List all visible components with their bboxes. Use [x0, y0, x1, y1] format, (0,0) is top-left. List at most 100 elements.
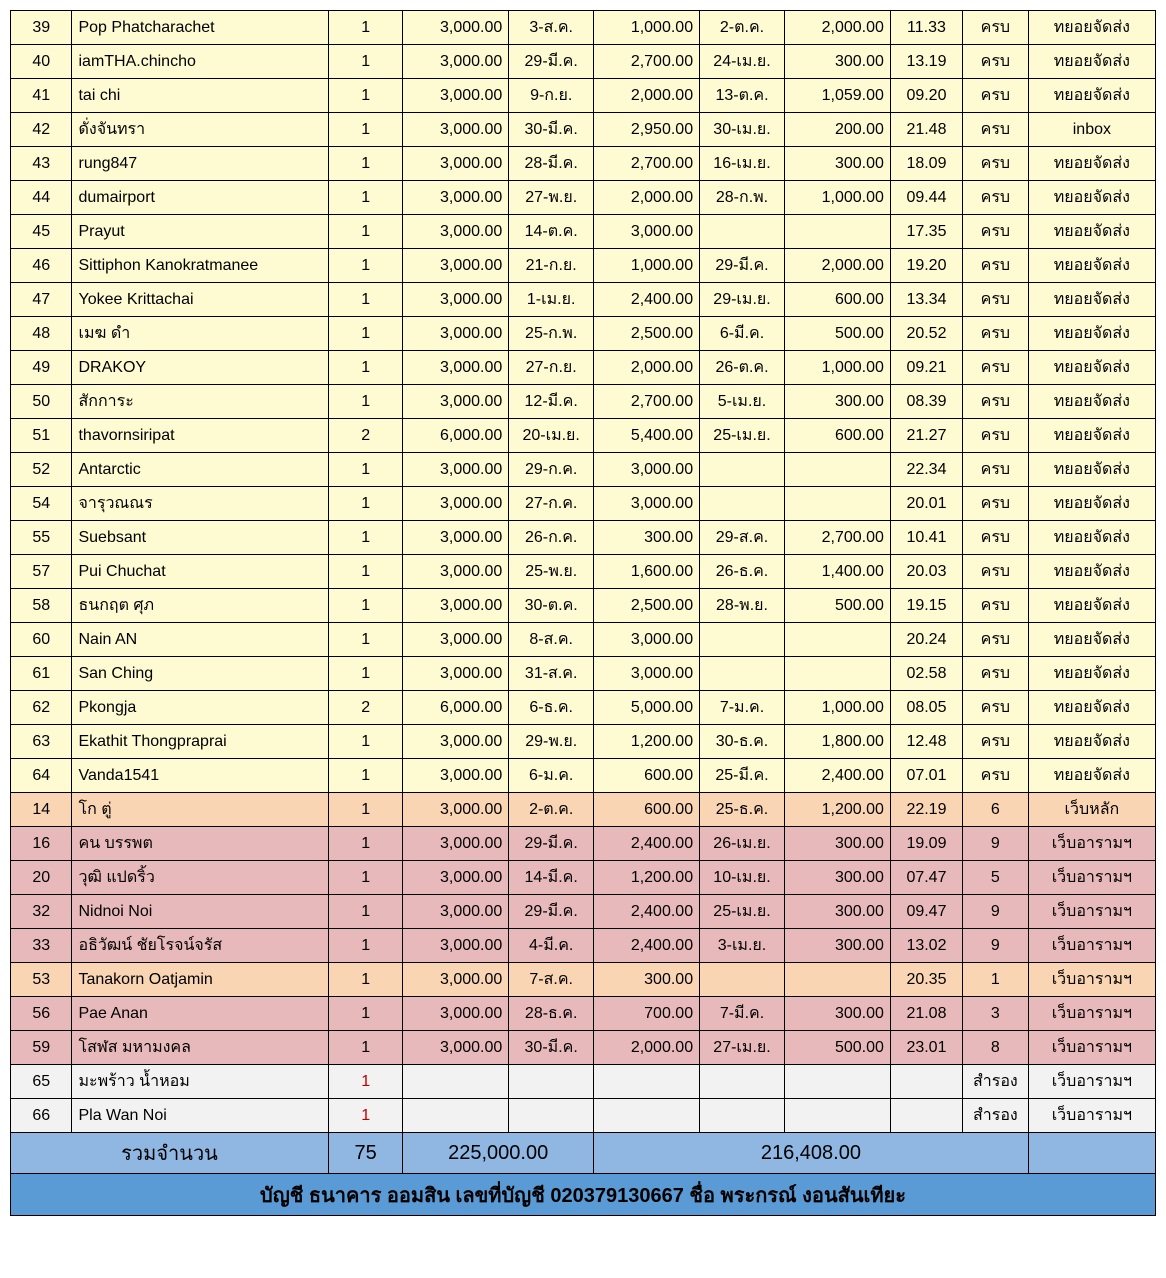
amt2-cell: 2,500.00: [594, 317, 700, 351]
amt3-cell: [784, 623, 890, 657]
name-cell: Pae Anan: [72, 997, 329, 1031]
amt2-cell: [594, 1099, 700, 1133]
date1-cell: 2-ต.ค.: [509, 793, 594, 827]
name-cell: thavornsiripat: [72, 419, 329, 453]
date2-cell: [700, 963, 785, 997]
status-cell: ครบ: [963, 181, 1029, 215]
amt1-cell: 6,000.00: [403, 691, 509, 725]
idx-cell: 63: [11, 725, 72, 759]
note-cell: ทยอยจัดส่ง: [1028, 181, 1155, 215]
date2-cell: 25-มี.ค.: [700, 759, 785, 793]
date2-cell: 24-เม.ย.: [700, 45, 785, 79]
table-row: 55Suebsant13,000.0026-ก.ค.300.0029-ส.ค.2…: [11, 521, 1156, 555]
idx-cell: 61: [11, 657, 72, 691]
status-cell: ครบ: [963, 691, 1029, 725]
name-cell: คน บรรพต: [72, 827, 329, 861]
qty-cell: 1: [329, 963, 403, 997]
date2-cell: 29-เม.ย.: [700, 283, 785, 317]
date2-cell: 29-มี.ค.: [700, 249, 785, 283]
qty-cell: 1: [329, 1065, 403, 1099]
table-row: 40iamTHA.chincho13,000.0029-มี.ค.2,700.0…: [11, 45, 1156, 79]
amt3-cell: [784, 215, 890, 249]
idx-cell: 42: [11, 113, 72, 147]
date2-cell: [700, 487, 785, 521]
amt3-cell: [784, 1099, 890, 1133]
note-cell: ทยอยจัดส่ง: [1028, 725, 1155, 759]
date1-cell: 29-ก.ค.: [509, 453, 594, 487]
note-cell: เว็บอารามฯ: [1028, 861, 1155, 895]
date2-cell: [700, 657, 785, 691]
table-row: 57Pui Chuchat13,000.0025-พ.ย.1,600.0026-…: [11, 555, 1156, 589]
status-cell: 6: [963, 793, 1029, 827]
date1-cell: 28-มี.ค.: [509, 147, 594, 181]
amt2-cell: 2,700.00: [594, 147, 700, 181]
note-cell: เว็บหลัก: [1028, 793, 1155, 827]
qty-cell: 1: [329, 385, 403, 419]
table-row: 33อธิวัฒน์ ชัยโรจน์จรัส13,000.004-มี.ค.2…: [11, 929, 1156, 963]
date1-cell: 25-พ.ย.: [509, 555, 594, 589]
time-cell: 12.48: [890, 725, 962, 759]
date2-cell: 28-ก.พ.: [700, 181, 785, 215]
name-cell: โก ตู่: [72, 793, 329, 827]
table-row: 14โก ตู่13,000.002-ต.ค.600.0025-ธ.ค.1,20…: [11, 793, 1156, 827]
time-cell: 13.02: [890, 929, 962, 963]
amt2-cell: 2,000.00: [594, 79, 700, 113]
name-cell: Ekathit Thongpraprai: [72, 725, 329, 759]
name-cell: iamTHA.chincho: [72, 45, 329, 79]
amt2-cell: 600.00: [594, 793, 700, 827]
date1-cell: 4-มี.ค.: [509, 929, 594, 963]
date1-cell: 27-ก.ย.: [509, 351, 594, 385]
qty-cell: 1: [329, 997, 403, 1031]
table-row: 56Pae Anan13,000.0028-ธ.ค.700.007-มี.ค.3…: [11, 997, 1156, 1031]
qty-cell: 1: [329, 759, 403, 793]
status-cell: ครบ: [963, 725, 1029, 759]
status-cell: ครบ: [963, 249, 1029, 283]
note-cell: ทยอยจัดส่ง: [1028, 45, 1155, 79]
name-cell: Sittiphon Kanokratmanee: [72, 249, 329, 283]
idx-cell: 56: [11, 997, 72, 1031]
note-cell: ทยอยจัดส่ง: [1028, 385, 1155, 419]
name-cell: DRAKOY: [72, 351, 329, 385]
amt2-cell: 2,400.00: [594, 283, 700, 317]
amt1-cell: 3,000.00: [403, 759, 509, 793]
time-cell: 07.47: [890, 861, 962, 895]
name-cell: Pui Chuchat: [72, 555, 329, 589]
amt3-cell: [784, 453, 890, 487]
status-cell: ครบ: [963, 45, 1029, 79]
table-row: 49DRAKOY13,000.0027-ก.ย.2,000.0026-ต.ค.1…: [11, 351, 1156, 385]
note-cell: เว็บอารามฯ: [1028, 1031, 1155, 1065]
amt2-cell: 5,000.00: [594, 691, 700, 725]
date1-cell: [509, 1099, 594, 1133]
idx-cell: 20: [11, 861, 72, 895]
note-cell: เว็บอารามฯ: [1028, 963, 1155, 997]
note-cell: เว็บอารามฯ: [1028, 1065, 1155, 1099]
idx-cell: 66: [11, 1099, 72, 1133]
date2-cell: 6-มี.ค.: [700, 317, 785, 351]
qty-cell: 1: [329, 929, 403, 963]
qty-cell: 1: [329, 487, 403, 521]
amt2-cell: 2,000.00: [594, 1031, 700, 1065]
status-cell: ครบ: [963, 623, 1029, 657]
status-cell: ครบ: [963, 283, 1029, 317]
qty-cell: 2: [329, 691, 403, 725]
time-cell: 19.20: [890, 249, 962, 283]
name-cell: โสฬส มหามงคล: [72, 1031, 329, 1065]
date2-cell: 30-เม.ย.: [700, 113, 785, 147]
amt2-cell: 1,000.00: [594, 249, 700, 283]
amt3-cell: 300.00: [784, 385, 890, 419]
amt2-cell: 2,700.00: [594, 45, 700, 79]
amt1-cell: 3,000.00: [403, 79, 509, 113]
date1-cell: 14-ต.ค.: [509, 215, 594, 249]
note-cell: ทยอยจัดส่ง: [1028, 351, 1155, 385]
name-cell: Pop Phatcharachet: [72, 11, 329, 45]
amt3-cell: 300.00: [784, 997, 890, 1031]
time-cell: 20.01: [890, 487, 962, 521]
idx-cell: 32: [11, 895, 72, 929]
time-cell: 18.09: [890, 147, 962, 181]
date1-cell: 21-ก.ย.: [509, 249, 594, 283]
date2-cell: 28-พ.ย.: [700, 589, 785, 623]
status-cell: ครบ: [963, 79, 1029, 113]
summary-label: รวมจำนวน: [11, 1133, 329, 1174]
status-cell: 8: [963, 1031, 1029, 1065]
note-cell: ทยอยจัดส่ง: [1028, 691, 1155, 725]
